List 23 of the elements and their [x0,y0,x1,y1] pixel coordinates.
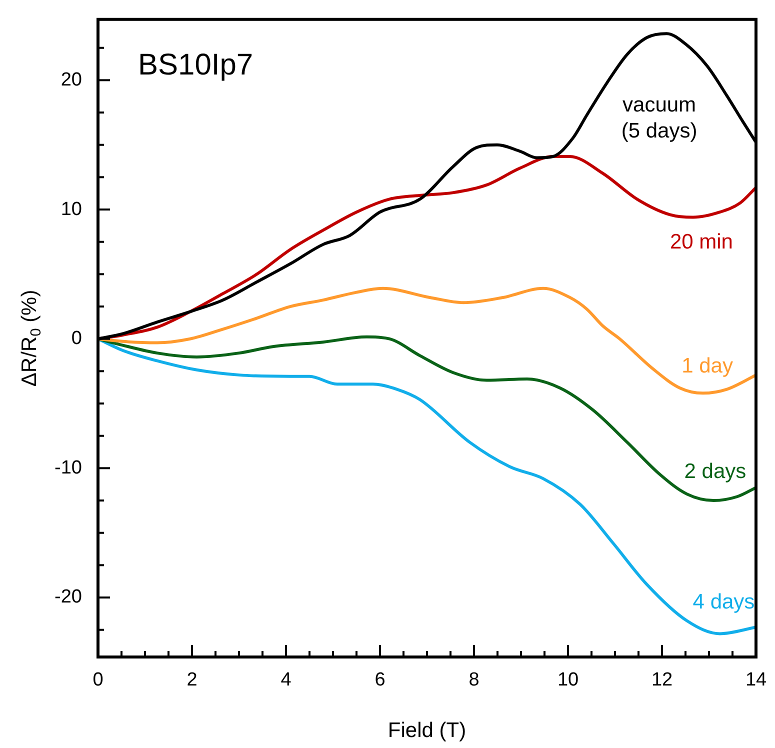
y-tick-label: 20 [60,69,82,90]
series-label: 1 day [682,354,734,378]
annotation: BS10Ip7 [138,48,254,82]
x-tick-label: 2 [186,670,198,691]
x-tick-label: 0 [92,670,104,691]
x-tick-label: 14 [745,670,767,691]
series-label: vacuum (5 days) [621,93,698,142]
line-series [98,335,756,502]
x-axis-title: Field (T) [388,719,466,742]
line-series [98,286,756,395]
y-axis-title: ΔR/R0 (%) [18,290,44,387]
y-tick-label: 10 [60,198,82,220]
x-tick-label: 10 [557,670,579,691]
series-label: 2 days [684,460,746,483]
x-tick-label: 6 [374,670,386,691]
series-label: 4 days [692,590,755,614]
x-tick-label: 12 [651,670,673,691]
y-tick-label: -10 [54,457,82,478]
y-tick-label: -20 [54,586,82,608]
x-tick-label: 4 [280,670,292,691]
series-label: 20 min [670,230,733,254]
x-tick-label: 8 [468,670,480,691]
y-tick-label: 0 [71,328,82,350]
